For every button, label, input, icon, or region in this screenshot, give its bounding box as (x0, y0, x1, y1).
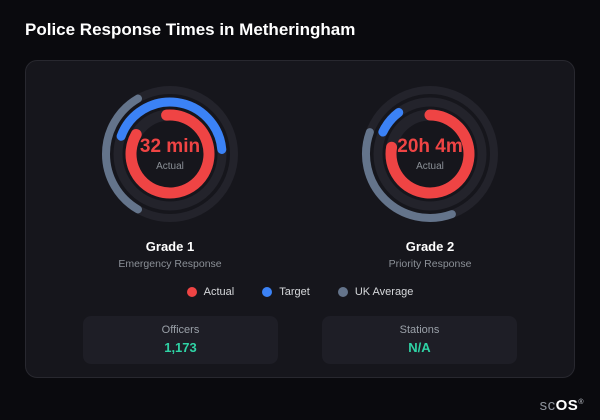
gauge-grade-2-chart: 20h 4m Actual (355, 79, 505, 229)
gauge-grade-2-rings (362, 86, 498, 222)
stats-row: Officers 1,173 Stations N/A (40, 316, 560, 364)
gauge-grade-2-name: Grade 2 (405, 239, 455, 254)
legend-item-uk-average: UK Average (337, 286, 414, 298)
stat-officers: Officers 1,173 (83, 316, 278, 364)
gauge-grade-1-rings (102, 86, 238, 222)
gauge-grade-1-subtitle: Emergency Response (118, 258, 222, 270)
stat-stations-value: N/A (408, 340, 431, 355)
scos-logo: scOS® (540, 397, 584, 414)
legend-label-actual: Actual (203, 286, 235, 298)
gauges-row: 32 min Actual Grade 1 Emergency Response… (40, 79, 560, 270)
scos-logo-suffix: OS (555, 397, 579, 414)
response-times-card: 32 min Actual Grade 1 Emergency Response… (25, 60, 575, 378)
gauge-grade-1: 32 min Actual Grade 1 Emergency Response (50, 79, 289, 270)
gauge-grade-2: 20h 4m Actual Grade 2 Priority Response (310, 79, 549, 270)
stat-officers-label: Officers (161, 324, 200, 336)
legend-label-target: Target (279, 286, 310, 298)
legend-item-target: Target (262, 286, 310, 298)
gauge-grade-1-name: Grade 1 (145, 239, 195, 254)
legend-item-actual: Actual (186, 286, 235, 298)
page-title: Police Response Times in Metheringham (25, 20, 356, 39)
legend: Actual Target UK Average (40, 286, 560, 298)
gauge-grade-2-subtitle: Priority Response (388, 258, 472, 270)
gauge-grade-1-chart: 32 min Actual (95, 79, 245, 229)
target-dot-icon (262, 287, 273, 297)
stat-stations-label: Stations (399, 324, 440, 336)
registered-trademark-icon: ® (578, 399, 584, 406)
uk-average-dot-icon (337, 287, 348, 297)
legend-label-uk-average: UK Average (354, 286, 414, 298)
scos-logo-prefix: sc (539, 397, 556, 414)
stat-officers-value: 1,173 (164, 340, 197, 355)
actual-dot-icon (186, 287, 197, 297)
stat-stations: Stations N/A (322, 316, 517, 364)
